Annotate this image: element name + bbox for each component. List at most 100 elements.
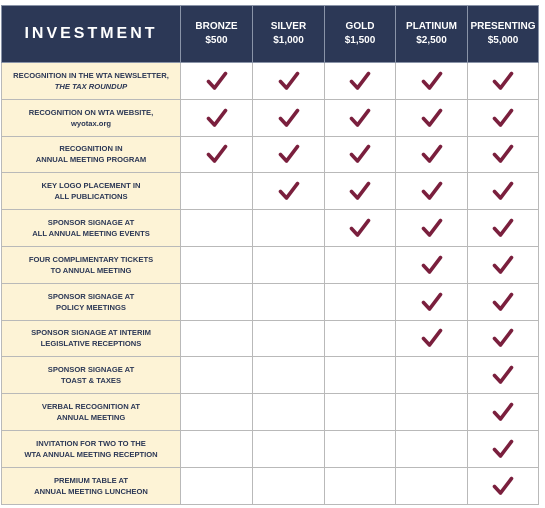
level-cell-silver bbox=[252, 466, 325, 505]
benefit-label: INVITATION FOR TWO TO THE WTA ANNUAL MEET… bbox=[1, 429, 181, 468]
level-cell-silver bbox=[252, 98, 325, 137]
level-cell-platinum bbox=[395, 429, 468, 468]
benefit-label-line2: WTA ANNUAL MEETING RECEPTION bbox=[24, 449, 158, 459]
checkmark-icon bbox=[492, 71, 514, 90]
checkmark-icon bbox=[278, 108, 299, 127]
level-cell-gold bbox=[324, 98, 396, 137]
investment-heading: INVESTMENT bbox=[1, 5, 181, 63]
level-cell-presenting bbox=[467, 429, 539, 468]
benefit-row: INVITATION FOR TWO TO THE WTA ANNUAL MEET… bbox=[1, 429, 539, 468]
level-cell-presenting bbox=[467, 282, 539, 321]
benefit-label-line2: ANNUAL MEETING PROGRAM bbox=[35, 155, 147, 165]
benefit-row: PREMIUM TABLE AT ANNUAL MEETING LUNCHEON bbox=[1, 466, 539, 505]
level-cell-gold bbox=[324, 393, 396, 431]
checkmark-icon bbox=[421, 181, 442, 201]
level-cell-gold bbox=[324, 282, 396, 321]
checkmark-icon bbox=[492, 255, 514, 274]
level-cell-bronze bbox=[180, 282, 253, 321]
level-cell-gold bbox=[324, 466, 396, 505]
level-header-gold: GOLD $1,500 bbox=[324, 5, 396, 63]
benefit-label-line2: ANNUAL MEETING LUNCHEON bbox=[34, 486, 148, 496]
level-cell-silver bbox=[252, 282, 325, 321]
benefit-label-line1: SPONSOR SIGNAGE AT bbox=[47, 218, 135, 228]
level-cell-silver bbox=[252, 172, 325, 211]
level-name: PLATINUM bbox=[406, 21, 457, 32]
level-cell-presenting bbox=[467, 135, 539, 174]
level-cell-bronze bbox=[180, 209, 253, 247]
benefit-label: SPONSOR SIGNAGE AT TOAST & TAXES bbox=[1, 356, 181, 395]
benefit-row: VERBAL RECOGNITION AT ANNUAL MEETING bbox=[1, 393, 539, 431]
table-header: INVESTMENT BRONZE $500 SILVER $1,000 GOL… bbox=[1, 5, 539, 63]
sponsorship-table-container: INVESTMENT BRONZE $500 SILVER $1,000 GOL… bbox=[1, 5, 539, 505]
benefit-row: SPONSOR SIGNAGE AT ALL ANNUAL MEETING EVE… bbox=[1, 209, 539, 247]
checkmark-icon bbox=[421, 255, 442, 274]
level-cell-presenting bbox=[467, 209, 539, 247]
level-cell-platinum bbox=[395, 135, 468, 174]
level-cell-presenting bbox=[467, 393, 539, 431]
benefit-label-line1: SPONSOR SIGNAGE AT bbox=[47, 291, 135, 301]
benefit-label-line2: POLICY MEETINGS bbox=[56, 302, 126, 312]
level-cell-platinum bbox=[395, 466, 468, 505]
benefit-label-line2: LEGISLATIVE RECEPTIONS bbox=[40, 339, 142, 349]
checkmark-icon bbox=[492, 108, 514, 127]
benefit-label: SPONSOR SIGNAGE AT INTERIM LEGISLATIVE RE… bbox=[1, 319, 181, 358]
level-header-bronze: BRONZE $500 bbox=[180, 5, 253, 63]
benefit-label-line1: VERBAL RECOGNITION AT bbox=[41, 402, 141, 412]
benefit-label: RECOGNITION ON WTA WEBSITE, wyotax.org bbox=[1, 98, 181, 137]
level-price: $500 bbox=[205, 35, 228, 46]
benefit-label-line1: SPONSOR SIGNAGE AT INTERIM bbox=[31, 328, 151, 338]
level-cell-bronze bbox=[180, 135, 253, 174]
sponsorship-levels-table: INVESTMENT BRONZE $500 SILVER $1,000 GOL… bbox=[1, 5, 539, 505]
checkmark-icon bbox=[421, 218, 442, 237]
level-cell-platinum bbox=[395, 62, 468, 100]
checkmark-icon bbox=[206, 108, 227, 127]
level-header-presenting: PRESENTING $5,000 bbox=[467, 5, 539, 63]
level-cell-bronze bbox=[180, 245, 253, 284]
level-price: $1,000 bbox=[273, 35, 304, 46]
level-cell-platinum bbox=[395, 98, 468, 137]
benefit-label: RECOGNITION IN ANNUAL MEETING PROGRAM bbox=[1, 135, 181, 174]
benefit-label-line1: KEY LOGO PLACEMENT IN bbox=[41, 181, 141, 191]
checkmark-icon bbox=[492, 439, 514, 458]
level-cell-platinum bbox=[395, 245, 468, 284]
level-cell-silver bbox=[252, 62, 325, 100]
checkmark-icon bbox=[492, 145, 514, 164]
level-price: $5,000 bbox=[487, 35, 519, 46]
benefit-label: FOUR COMPLIMENTARY TICKETS TO ANNUAL MEET… bbox=[1, 245, 181, 284]
checkmark-icon bbox=[349, 145, 371, 164]
level-header-silver: SILVER $1,000 bbox=[252, 5, 325, 63]
level-cell-bronze bbox=[180, 98, 253, 137]
checkmark-icon bbox=[278, 181, 299, 201]
benefit-label-line1: RECOGNITION IN THE WTA NEWSLETTER, bbox=[13, 70, 169, 80]
checkmark-icon bbox=[421, 71, 442, 90]
benefit-row: SPONSOR SIGNAGE AT TOAST & TAXES bbox=[1, 356, 539, 395]
checkmark-icon bbox=[492, 476, 514, 495]
benefit-label-line2: ALL ANNUAL MEETING EVENTS bbox=[32, 229, 150, 239]
benefit-row: SPONSOR SIGNAGE AT INTERIM LEGISLATIVE RE… bbox=[1, 319, 539, 358]
benefit-label-line1: PREMIUM TABLE AT bbox=[53, 475, 129, 485]
level-name: SILVER bbox=[270, 21, 307, 32]
checkmark-icon bbox=[349, 108, 371, 127]
level-price: $1,500 bbox=[344, 35, 376, 46]
level-name: GOLD bbox=[345, 21, 375, 32]
level-cell-presenting bbox=[467, 98, 539, 137]
level-cell-bronze bbox=[180, 429, 253, 468]
level-cell-presenting bbox=[467, 245, 539, 284]
benefit-label-line1: INVITATION FOR TWO TO THE bbox=[36, 438, 146, 448]
checkmark-icon bbox=[492, 181, 514, 201]
level-cell-silver bbox=[252, 135, 325, 174]
benefit-label-line1: RECOGNITION ON WTA WEBSITE, bbox=[28, 107, 154, 117]
benefit-label: PREMIUM TABLE AT ANNUAL MEETING LUNCHEON bbox=[1, 466, 181, 505]
benefit-label-line2: TO ANNUAL MEETING bbox=[50, 265, 132, 275]
benefit-label-line2: ANNUAL MEETING bbox=[56, 413, 126, 423]
level-cell-platinum bbox=[395, 393, 468, 431]
benefit-label-line2: THE TAX ROUNDUP bbox=[54, 81, 128, 91]
checkmark-icon bbox=[349, 181, 371, 201]
checkmark-icon bbox=[206, 71, 227, 90]
checkmark-icon bbox=[349, 218, 371, 237]
level-name: PRESENTING bbox=[470, 21, 536, 32]
level-cell-silver bbox=[252, 209, 325, 247]
level-cell-gold bbox=[324, 245, 396, 284]
level-cell-platinum bbox=[395, 319, 468, 358]
level-cell-presenting bbox=[467, 62, 539, 100]
